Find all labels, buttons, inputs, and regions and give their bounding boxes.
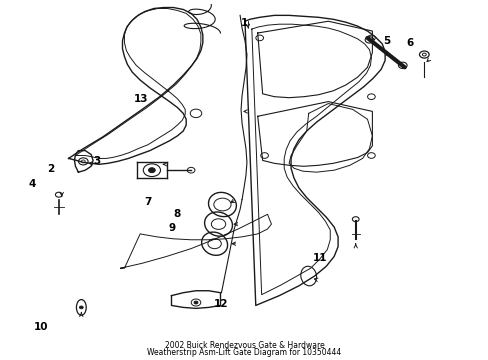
Circle shape bbox=[148, 168, 155, 173]
Text: 4: 4 bbox=[29, 179, 36, 189]
Text: 6: 6 bbox=[406, 39, 413, 49]
Text: 11: 11 bbox=[312, 253, 327, 262]
Text: 12: 12 bbox=[214, 299, 228, 309]
Text: 2: 2 bbox=[47, 165, 54, 174]
Text: 13: 13 bbox=[134, 94, 148, 104]
Text: 7: 7 bbox=[143, 197, 151, 207]
Text: Weatherstrip Asm-Lift Gate Diagram for 10350444: Weatherstrip Asm-Lift Gate Diagram for 1… bbox=[147, 348, 341, 357]
Text: 2002 Buick Rendezvous Gate & Hardware: 2002 Buick Rendezvous Gate & Hardware bbox=[164, 341, 324, 350]
Text: 10: 10 bbox=[34, 323, 48, 333]
Text: 8: 8 bbox=[173, 208, 181, 219]
Circle shape bbox=[79, 306, 83, 309]
Text: 9: 9 bbox=[168, 222, 175, 233]
Text: 1: 1 bbox=[241, 18, 247, 28]
Text: 3: 3 bbox=[93, 156, 101, 166]
Circle shape bbox=[194, 301, 198, 304]
Text: 5: 5 bbox=[383, 36, 390, 46]
